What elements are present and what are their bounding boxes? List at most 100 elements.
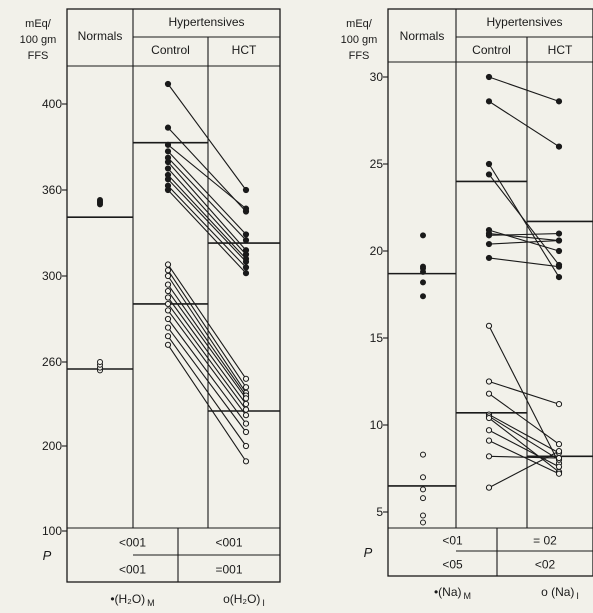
pair-line-open — [167, 344, 247, 462]
hct-point-filled — [242, 237, 250, 244]
p-value: = 02 — [533, 534, 557, 548]
hct-point-open — [555, 401, 563, 408]
pair-line-filled — [488, 100, 560, 148]
panel-water: mEq/100 gm FFS Hypertensives Normals Control… — [20, 8, 281, 608]
p-value: <001 — [119, 536, 146, 550]
y-tick-label: 30 — [370, 70, 384, 84]
p-value: <001 — [119, 563, 146, 577]
hct-point-filled — [242, 258, 250, 265]
hct-point-filled — [242, 186, 250, 194]
control-point-filled — [485, 232, 493, 239]
hct-point-open — [242, 428, 250, 436]
legend-filled: •(Na) M — [434, 585, 471, 601]
control-point-filled — [164, 165, 172, 172]
y-tick-label: 15 — [370, 331, 384, 345]
hct-point-filled — [555, 98, 563, 105]
hct-point-filled — [555, 247, 563, 255]
hct-point-filled — [555, 143, 563, 150]
hct-point-open — [242, 375, 250, 382]
normals-header: Normals — [78, 29, 123, 43]
normals-point-open — [420, 519, 426, 526]
hct-point-open — [555, 454, 563, 462]
pair-line-open — [167, 275, 247, 394]
pair-line-open — [488, 380, 560, 405]
pair-line-open — [488, 417, 560, 473]
pair-line-open — [167, 310, 247, 416]
pair-line-open — [167, 297, 247, 405]
y-tick-label: 260 — [42, 355, 62, 369]
pair-line-filled — [488, 233, 560, 236]
y-tick-label: 20 — [370, 244, 384, 258]
control-point-open — [485, 453, 493, 460]
panel-frame — [387, 8, 593, 577]
normals-point-open — [420, 495, 426, 502]
pair-line-filled — [167, 189, 247, 274]
control-point-open — [164, 324, 172, 331]
hct-point-filled — [555, 274, 563, 281]
normals-point-open — [420, 451, 426, 458]
control-point-filled — [485, 240, 493, 248]
control-point-open — [485, 378, 493, 385]
pair-line-open — [488, 429, 560, 468]
control-point-open — [485, 414, 493, 422]
pair-line-open — [488, 414, 560, 454]
y-tick-label: 25 — [370, 157, 384, 171]
normals-point-filled — [420, 232, 426, 239]
y-tick-label: 100 — [42, 524, 62, 538]
pair-line-open — [167, 318, 247, 424]
control-point-filled — [164, 148, 172, 155]
pair-line-open — [167, 264, 247, 380]
pair-line-open — [167, 269, 247, 388]
control-point-open — [485, 322, 493, 329]
y-axis-label: mEq/ — [25, 18, 52, 30]
hct-header: HCT — [232, 43, 257, 57]
y-tick-label: 360 — [42, 183, 62, 197]
pair-line-filled — [167, 150, 247, 235]
normals-point-open — [420, 512, 426, 519]
control-point-open — [164, 300, 172, 308]
panel-frame — [66, 8, 281, 583]
hct-point-open — [555, 441, 563, 448]
control-point-open — [164, 281, 172, 288]
control-point-filled — [485, 160, 493, 168]
control-point-filled — [164, 124, 172, 131]
y-axis-label: 100 gm — [20, 34, 57, 46]
pair-line-open — [488, 450, 560, 489]
pair-line-filled — [488, 76, 560, 102]
panel-sodium: mEq/100 gm FFS Hypertensives Normals Control… — [341, 8, 593, 601]
control-point-open — [485, 427, 493, 434]
hct-point-open — [555, 470, 563, 477]
control-point-open — [164, 341, 172, 348]
control-point-filled — [164, 158, 172, 166]
control-point-open — [485, 484, 493, 491]
pair-line-open — [167, 284, 247, 396]
normals-point-filled — [420, 268, 426, 275]
control-header: Control — [472, 43, 511, 57]
pair-line-open — [488, 325, 560, 464]
y-tick-label: 10 — [370, 418, 384, 432]
hct-point-filled — [242, 231, 250, 238]
pair-line-filled — [167, 161, 247, 251]
legend-open: o(H₂O) I — [223, 592, 265, 608]
p-value: <05 — [442, 558, 463, 572]
hct-point-filled — [555, 263, 563, 270]
p-value: <02 — [535, 558, 556, 572]
y-tick-label: 300 — [42, 269, 62, 283]
pair-line-filled — [167, 185, 247, 268]
hct-point-open — [555, 463, 563, 470]
y-tick-label: 5 — [376, 505, 383, 519]
pair-line-open — [488, 415, 560, 461]
hct-point-open — [242, 442, 250, 450]
normals-point-open — [420, 474, 426, 481]
y-axis-label: FFS — [349, 50, 370, 62]
hct-header: HCT — [548, 43, 573, 57]
pair-line-filled — [167, 144, 247, 210]
pair-line-filled — [488, 257, 560, 268]
pair-line-open — [167, 327, 247, 433]
hct-point-open — [242, 420, 250, 427]
normals-point-filled — [420, 279, 426, 286]
control-point-filled — [485, 254, 493, 262]
pair-line-open — [167, 335, 247, 447]
pair-line-filled — [167, 178, 247, 263]
